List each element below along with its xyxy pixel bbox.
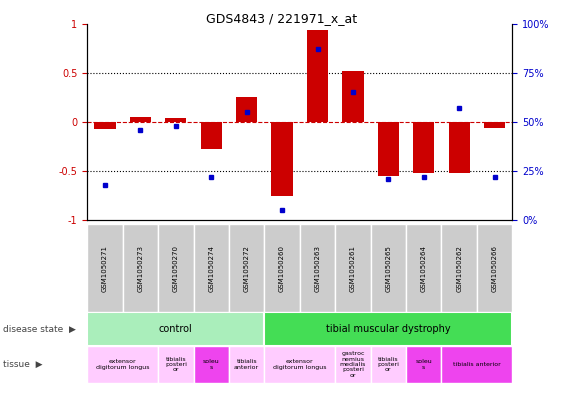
Bar (342, 71, 364, 122)
Text: GSM1050260: GSM1050260 (279, 245, 285, 292)
Bar (87, 224, 123, 312)
Bar (406, 346, 441, 383)
Text: gastroc
nemius
medialis
posteri
or: gastroc nemius medialis posteri or (339, 351, 366, 378)
Bar (335, 346, 370, 383)
Bar (449, 122, 470, 173)
Text: tibial muscular dystrophy: tibial muscular dystrophy (326, 324, 450, 334)
Text: soleu
s: soleu s (415, 359, 432, 370)
Bar (158, 224, 194, 312)
Text: GSM1050273: GSM1050273 (137, 245, 144, 292)
Bar (484, 122, 505, 128)
Bar (200, 122, 222, 149)
Bar (378, 122, 399, 176)
Bar (95, 122, 115, 129)
Bar (129, 117, 151, 122)
Bar (441, 224, 477, 312)
Text: tibialis anterior: tibialis anterior (453, 362, 501, 367)
Text: soleu
s: soleu s (203, 359, 220, 370)
Text: control: control (159, 324, 193, 334)
Text: tibialis
anterior: tibialis anterior (234, 359, 259, 370)
Text: extensor
digitorum longus: extensor digitorum longus (273, 359, 327, 370)
Bar (194, 346, 229, 383)
Bar (406, 224, 441, 312)
Bar (265, 224, 300, 312)
Text: tibialis
posteri
or: tibialis posteri or (377, 356, 399, 373)
Bar (265, 346, 335, 383)
Text: GSM1050261: GSM1050261 (350, 245, 356, 292)
Bar (441, 346, 512, 383)
Text: GSM1050265: GSM1050265 (385, 245, 391, 292)
Bar (236, 97, 257, 122)
Text: GSM1050262: GSM1050262 (456, 245, 462, 292)
Bar (87, 312, 265, 346)
Bar (477, 224, 512, 312)
Text: disease state  ▶: disease state ▶ (3, 325, 75, 334)
Bar (307, 31, 328, 122)
Text: GSM1050270: GSM1050270 (173, 245, 179, 292)
Bar (194, 224, 229, 312)
Bar (87, 346, 158, 383)
Text: GSM1050274: GSM1050274 (208, 245, 215, 292)
Text: GSM1050263: GSM1050263 (315, 245, 320, 292)
Text: GDS4843 / 221971_x_at: GDS4843 / 221971_x_at (206, 12, 357, 25)
Bar (271, 122, 293, 196)
Text: GSM1050272: GSM1050272 (244, 245, 249, 292)
Bar (158, 346, 194, 383)
Text: GSM1050266: GSM1050266 (491, 245, 498, 292)
Bar (165, 118, 186, 122)
Bar (413, 122, 435, 173)
Text: extensor
digitorum longus: extensor digitorum longus (96, 359, 149, 370)
Bar (335, 224, 370, 312)
Text: GSM1050264: GSM1050264 (421, 245, 427, 292)
Bar (370, 346, 406, 383)
Bar (123, 224, 158, 312)
Bar (300, 224, 335, 312)
Bar (229, 224, 265, 312)
Text: tissue  ▶: tissue ▶ (3, 360, 42, 369)
Bar (370, 224, 406, 312)
Bar (229, 346, 265, 383)
Bar (265, 312, 512, 346)
Text: GSM1050271: GSM1050271 (102, 245, 108, 292)
Text: tibialis
posteri
or: tibialis posteri or (165, 356, 187, 373)
